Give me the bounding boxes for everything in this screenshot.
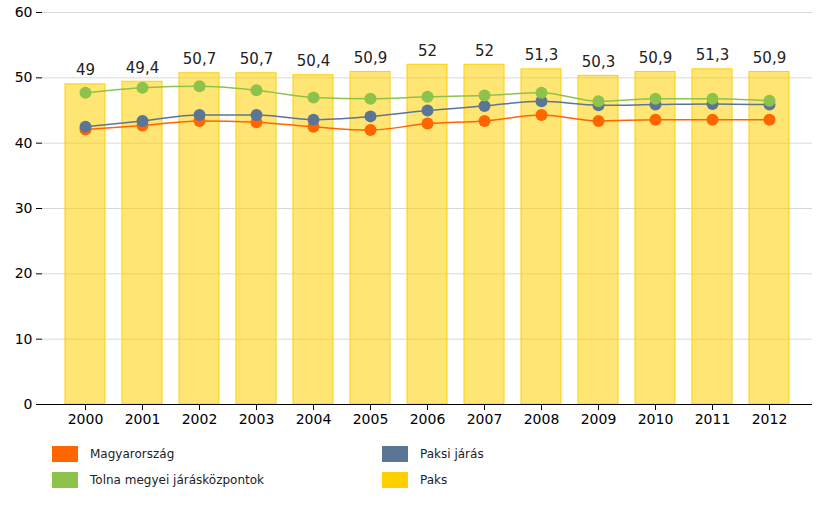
svg-text:2004: 2004 (296, 411, 332, 427)
svg-text:49,4: 49,4 (126, 59, 159, 77)
svg-text:50,9: 50,9 (354, 49, 387, 67)
svg-text:49: 49 (76, 61, 95, 79)
svg-text:50,9: 50,9 (639, 49, 672, 67)
svg-text:60: 60 (15, 4, 33, 20)
svg-text:52: 52 (418, 42, 437, 60)
html-text:Paks: Paks (420, 473, 448, 487)
svg-text:2009: 2009 (581, 411, 617, 427)
svg-text:30: 30 (15, 200, 33, 216)
svg-text:2000: 2000 (68, 411, 104, 427)
svg-text:52: 52 (475, 42, 494, 60)
svg-text:2010: 2010 (638, 411, 674, 427)
svg-text:2007: 2007 (467, 411, 503, 427)
svg-text:50,4: 50,4 (297, 52, 330, 70)
svg-text:50,3: 50,3 (582, 53, 615, 71)
svg-text:20: 20 (15, 265, 33, 281)
svg-text:2005: 2005 (353, 411, 389, 427)
svg-text:50,7: 50,7 (183, 50, 216, 68)
svg-text:51,3: 51,3 (525, 46, 558, 64)
svg-text:50,7: 50,7 (240, 50, 273, 68)
html-text:Magyarország: Magyarország (90, 447, 175, 461)
svg-text:0: 0 (24, 396, 33, 412)
svg-text:2002: 2002 (182, 411, 218, 427)
svg-text:2006: 2006 (410, 411, 446, 427)
svg-text:10: 10 (15, 331, 33, 347)
svg-text:50,9: 50,9 (753, 49, 786, 67)
svg-text:2001: 2001 (125, 411, 161, 427)
svg-text:50: 50 (15, 69, 33, 85)
svg-text:2008: 2008 (524, 411, 560, 427)
svg-text:51,3: 51,3 (696, 46, 729, 64)
svg-text:40: 40 (15, 135, 33, 151)
html-text:Paksi járás: Paksi járás (420, 447, 484, 461)
html-text:Tolna megyei járásközpontok: Tolna megyei járásközpontok (90, 473, 264, 487)
svg-text:2012: 2012 (752, 411, 788, 427)
svg-text:2003: 2003 (239, 411, 275, 427)
svg-text:2011: 2011 (695, 411, 731, 427)
